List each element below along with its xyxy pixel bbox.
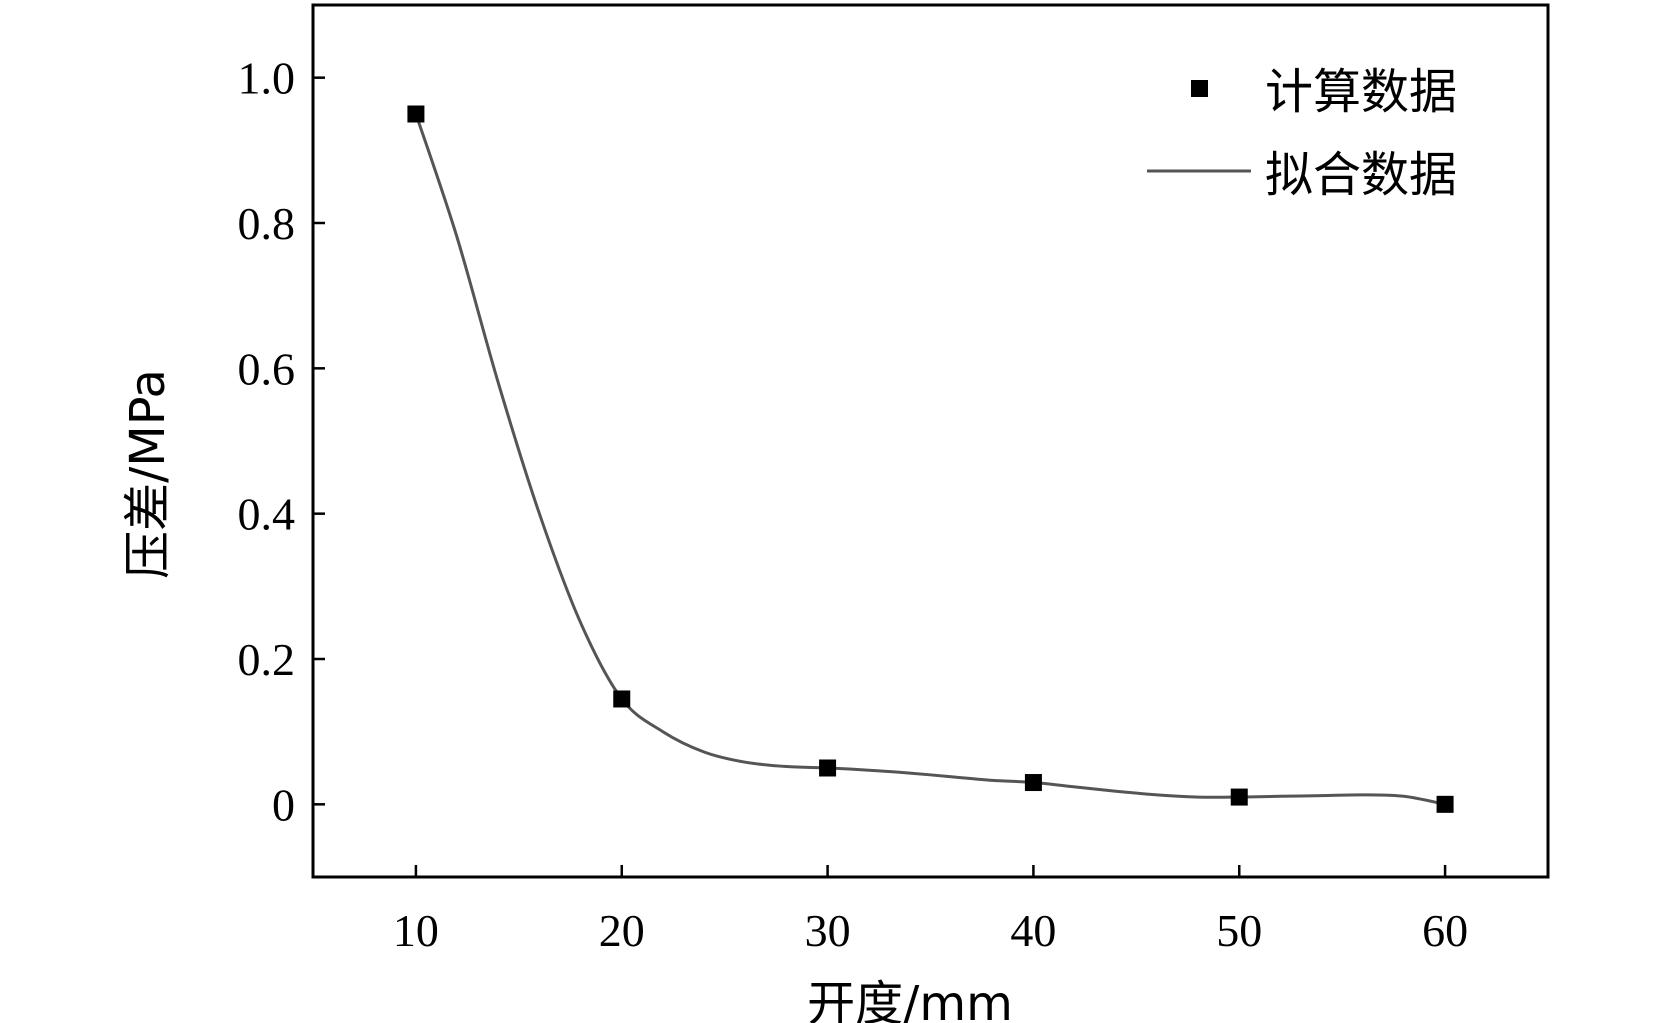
legend: 计算数据 拟合数据 bbox=[1147, 64, 1457, 203]
y-axis: 0 0.2 0.4 0.6 0.8 1.0 bbox=[238, 53, 325, 830]
legend-label-fitted: 拟合数据 bbox=[1265, 147, 1457, 203]
x-tick-label: 40 bbox=[1010, 905, 1056, 956]
y-tick-label: 0 bbox=[272, 779, 295, 830]
x-tick-label: 60 bbox=[1422, 905, 1468, 956]
data-point bbox=[407, 105, 425, 123]
y-tick-label: 0.6 bbox=[238, 343, 296, 394]
data-point bbox=[613, 690, 631, 708]
x-tick-label: 50 bbox=[1216, 905, 1262, 956]
x-tick-label: 20 bbox=[599, 905, 645, 956]
x-tick-label: 30 bbox=[805, 905, 851, 956]
legend-label-calculated: 计算数据 bbox=[1265, 64, 1457, 120]
x-tick-label: 10 bbox=[393, 905, 439, 956]
data-point bbox=[1024, 774, 1042, 792]
data-point bbox=[819, 759, 837, 777]
x-axis-title: 开度/mm bbox=[807, 976, 1013, 1023]
y-tick-label: 0.8 bbox=[238, 198, 296, 249]
legend-marker-calculated bbox=[1191, 80, 1208, 97]
y-tick-label: 0.4 bbox=[238, 489, 296, 540]
data-point bbox=[1436, 795, 1454, 813]
y-axis-title: 压差/MPa bbox=[120, 369, 176, 579]
y-tick-label: 0.2 bbox=[238, 634, 296, 685]
data-point bbox=[1230, 788, 1248, 806]
series-layer bbox=[407, 105, 1454, 813]
plot-frame bbox=[311, 3, 1550, 879]
fitted-line bbox=[414, 113, 1446, 806]
y-tick-label: 1.0 bbox=[238, 53, 296, 104]
x-axis: 10 20 30 40 50 60 bbox=[393, 865, 1468, 956]
